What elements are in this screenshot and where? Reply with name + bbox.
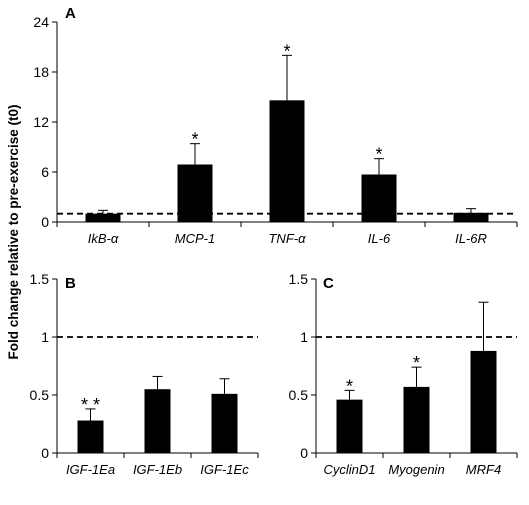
bar bbox=[453, 212, 489, 222]
category-label: MRF4 bbox=[466, 462, 501, 477]
category-label: IL-6 bbox=[368, 231, 391, 246]
bar bbox=[85, 213, 121, 222]
category-label: IGF-1Ea bbox=[66, 462, 115, 477]
category-label: IGF-1Eb bbox=[133, 462, 182, 477]
y-tick-label: 12 bbox=[33, 114, 49, 130]
y-tick-label: 1.5 bbox=[289, 271, 309, 287]
bar bbox=[77, 420, 104, 453]
y-tick-label: 0.5 bbox=[289, 387, 309, 403]
significance-mark: * bbox=[375, 145, 382, 165]
category-label: IkB-α bbox=[88, 231, 119, 246]
y-tick-label: 18 bbox=[33, 64, 49, 80]
panel-letter: A bbox=[65, 5, 76, 22]
panel-b: B 0 0.5 1 1.5 * * IGF-1Ea IGF-1Eb IGF-1Ec bbox=[30, 271, 259, 477]
bar bbox=[144, 389, 171, 453]
category-label: TNF-α bbox=[268, 231, 306, 246]
panel-a: A 0 6 12 18 24 IkB-α * MCP-1 * TNF-α * IL-6 IL-6R bbox=[33, 5, 518, 246]
y-tick-label: 1.5 bbox=[30, 271, 50, 287]
significance-mark: * bbox=[346, 376, 353, 396]
y-tick-label: 0.5 bbox=[30, 387, 50, 403]
category-label: MCP-1 bbox=[175, 231, 215, 246]
category-label: CyclinD1 bbox=[323, 462, 375, 477]
bar bbox=[269, 100, 305, 222]
significance-mark: * * bbox=[81, 395, 100, 415]
panel-letter: B bbox=[65, 275, 76, 292]
y-tick-label: 1 bbox=[300, 329, 308, 345]
panel-letter: C bbox=[323, 275, 334, 292]
bar bbox=[470, 350, 497, 453]
significance-mark: * bbox=[191, 130, 198, 150]
panels: A 0 6 12 18 24 IkB-α * MCP-1 * TNF-α * IL-6 IL-6R B 0 0.… bbox=[30, 5, 518, 477]
category-label: IGF-1Ec bbox=[200, 462, 249, 477]
y-tick-label: 1 bbox=[41, 329, 49, 345]
bar bbox=[361, 174, 397, 222]
significance-mark: * bbox=[283, 41, 290, 61]
bar bbox=[177, 164, 213, 222]
y-tick-label: 6 bbox=[41, 164, 49, 180]
category-label: IL-6R bbox=[455, 231, 487, 246]
y-tick-label: 24 bbox=[33, 14, 49, 30]
bar bbox=[336, 399, 363, 453]
panel-c: C 0 0.5 1 1.5 * CyclinD1 * Myogenin MRF4 bbox=[289, 271, 518, 477]
significance-mark: * bbox=[413, 353, 420, 373]
bar bbox=[403, 386, 430, 453]
y-tick-label: 0 bbox=[300, 445, 308, 461]
category-label: Myogenin bbox=[388, 462, 444, 477]
y-tick-label: 0 bbox=[41, 214, 49, 230]
bar bbox=[211, 393, 238, 453]
y-tick-label: 0 bbox=[41, 445, 49, 461]
y-axis-label: Fold change relative to pre-exercise (t0… bbox=[6, 104, 21, 359]
